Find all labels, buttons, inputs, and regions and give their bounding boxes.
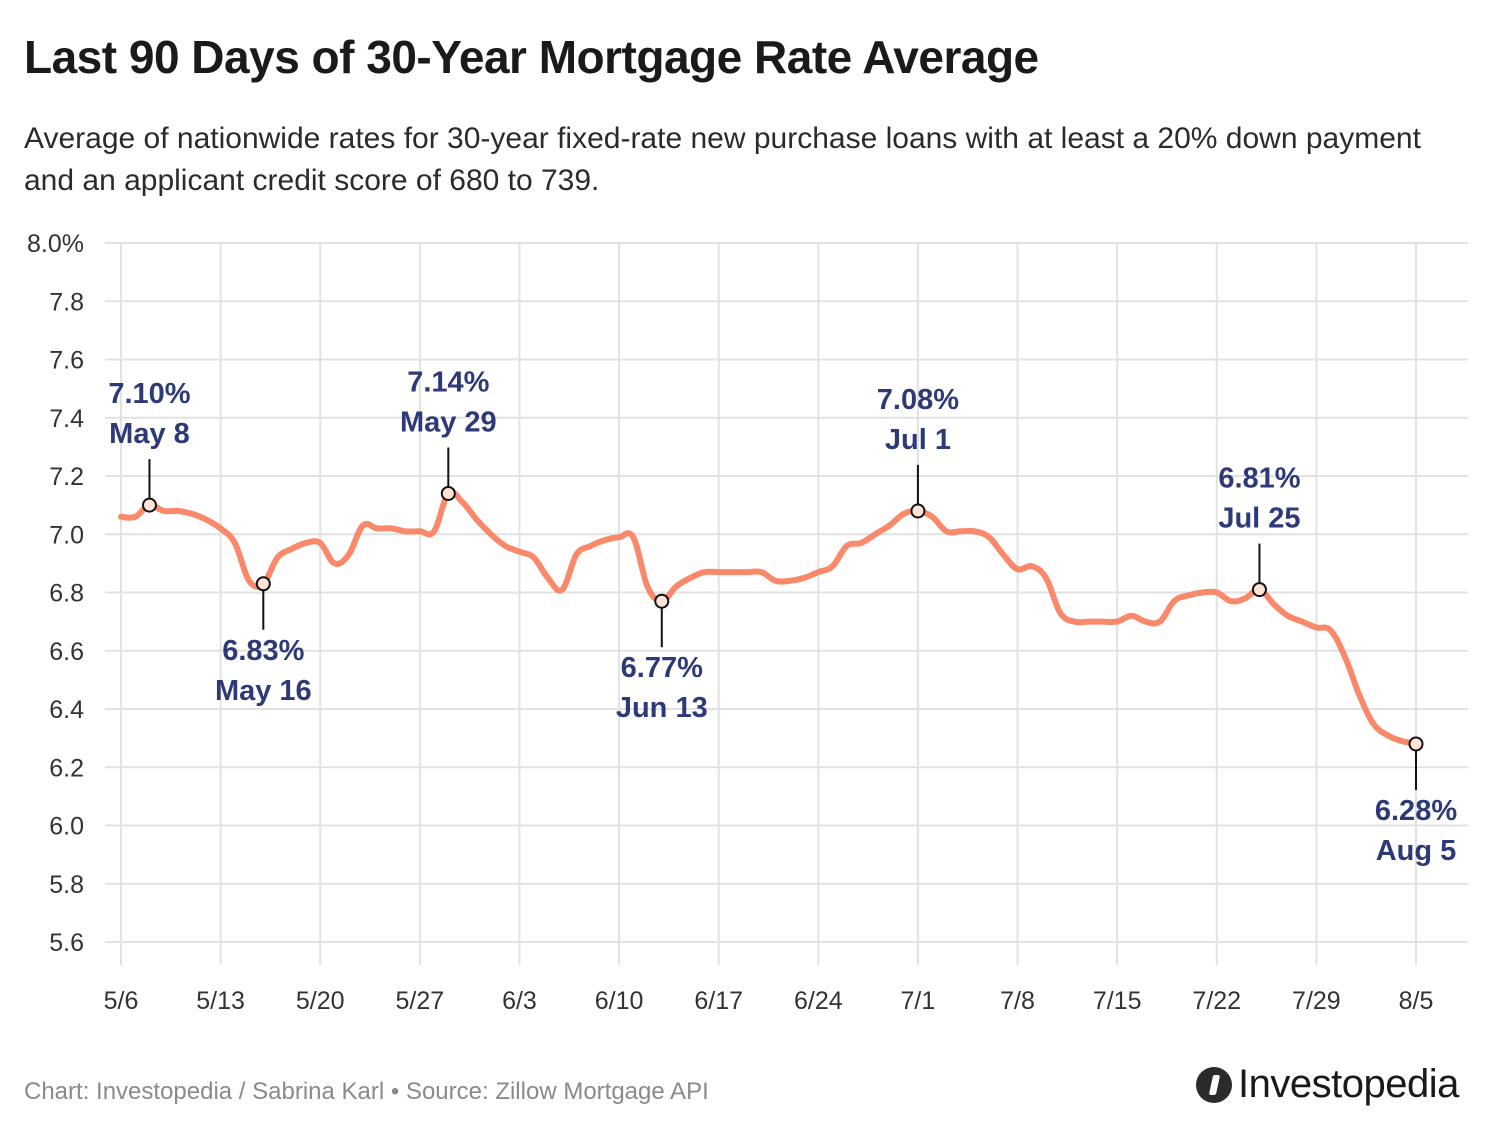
annotation-date-label: May 16	[215, 675, 312, 707]
annotation-date-label: Jul 25	[1218, 503, 1300, 535]
annotation-date-label: Jul 1	[885, 424, 951, 456]
annotation-value-label: 7.08%	[877, 384, 959, 416]
annotation-value-label: 6.77%	[621, 652, 703, 684]
annotation-marker	[1251, 582, 1267, 598]
annotation-marker	[1408, 736, 1424, 752]
x-tick-label: 5/20	[296, 987, 345, 1015]
x-tick-label: 6/24	[794, 987, 843, 1015]
x-tick-label: 7/29	[1292, 987, 1341, 1015]
annotation-date-label: Aug 5	[1376, 835, 1457, 867]
annotation-value-label: 7.10%	[108, 378, 190, 410]
x-tick-label: 7/22	[1192, 987, 1241, 1015]
y-tick-label: 7.8	[49, 288, 84, 316]
y-tick-label: 6.8	[49, 580, 84, 608]
x-tick-label: 7/15	[1093, 987, 1142, 1015]
x-tick-label: 8/5	[1399, 987, 1434, 1015]
y-tick-label: 8.0%	[27, 230, 84, 258]
source-credit: Chart: Investopedia / Sabrina Karl • Sou…	[24, 1078, 709, 1105]
annotation-value-label: 6.28%	[1375, 795, 1457, 827]
y-tick-label: 6.4	[49, 696, 84, 724]
x-tick-label: 7/1	[901, 987, 936, 1015]
annotation-marker	[255, 576, 271, 592]
annotation-value-label: 7.14%	[407, 366, 489, 398]
annotation-value-label: 6.83%	[222, 635, 304, 667]
x-tick-label: 6/17	[694, 987, 743, 1015]
y-tick-label: 5.6	[49, 929, 84, 957]
y-tick-label: 7.2	[49, 463, 84, 491]
x-tick-label: 7/8	[1000, 987, 1035, 1015]
grid-lines	[105, 242, 1468, 965]
x-tick-label: 5/13	[196, 987, 245, 1015]
y-tick-label: 6.2	[49, 754, 84, 782]
y-tick-label: 7.4	[49, 405, 84, 433]
investopedia-logo-icon	[1196, 1066, 1232, 1103]
annotation-marker	[141, 497, 157, 513]
annotation-date-label: May 8	[109, 418, 190, 450]
annotation-marker	[910, 503, 926, 519]
logo-wordmark: Investopedia	[1238, 1062, 1459, 1106]
x-tick-label: 6/10	[595, 987, 644, 1015]
chart-title: Last 90 Days of 30-Year Mortgage Rate Av…	[24, 31, 1039, 83]
annotation-date-label: Jun 13	[616, 692, 708, 724]
x-tick-label: 6/3	[502, 987, 537, 1015]
annotation-marker	[440, 485, 456, 501]
x-tick-label: 5/27	[396, 987, 445, 1015]
y-tick-label: 7.0	[49, 521, 84, 549]
annotation-date-label: May 29	[400, 406, 497, 438]
annotation-marker	[654, 593, 670, 609]
y-tick-label: 5.8	[49, 871, 84, 899]
annotation-value-label: 6.81%	[1218, 463, 1300, 495]
investopedia-logo: Investopedia	[1196, 1062, 1459, 1107]
axis-labels: 5.6 5.8 6.0 6.2 6.4 6.6 6.8 7.0 7.2 7.4 7.6 7.8 8.0%…	[27, 230, 1433, 1015]
y-tick-label: 6.0	[49, 813, 84, 841]
series-layer	[118, 488, 1419, 747]
y-tick-label: 7.6	[49, 347, 84, 375]
y-tick-label: 6.6	[49, 638, 84, 666]
x-tick-label: 5/6	[104, 987, 139, 1015]
annotations: 7.10% May 8 6.83% May 16 7.14% May 29 6.77% Jun…	[108, 366, 1457, 866]
chart-subtitle: Average of nationwide rates for 30-year …	[24, 122, 1421, 197]
rate-line	[118, 488, 1419, 747]
